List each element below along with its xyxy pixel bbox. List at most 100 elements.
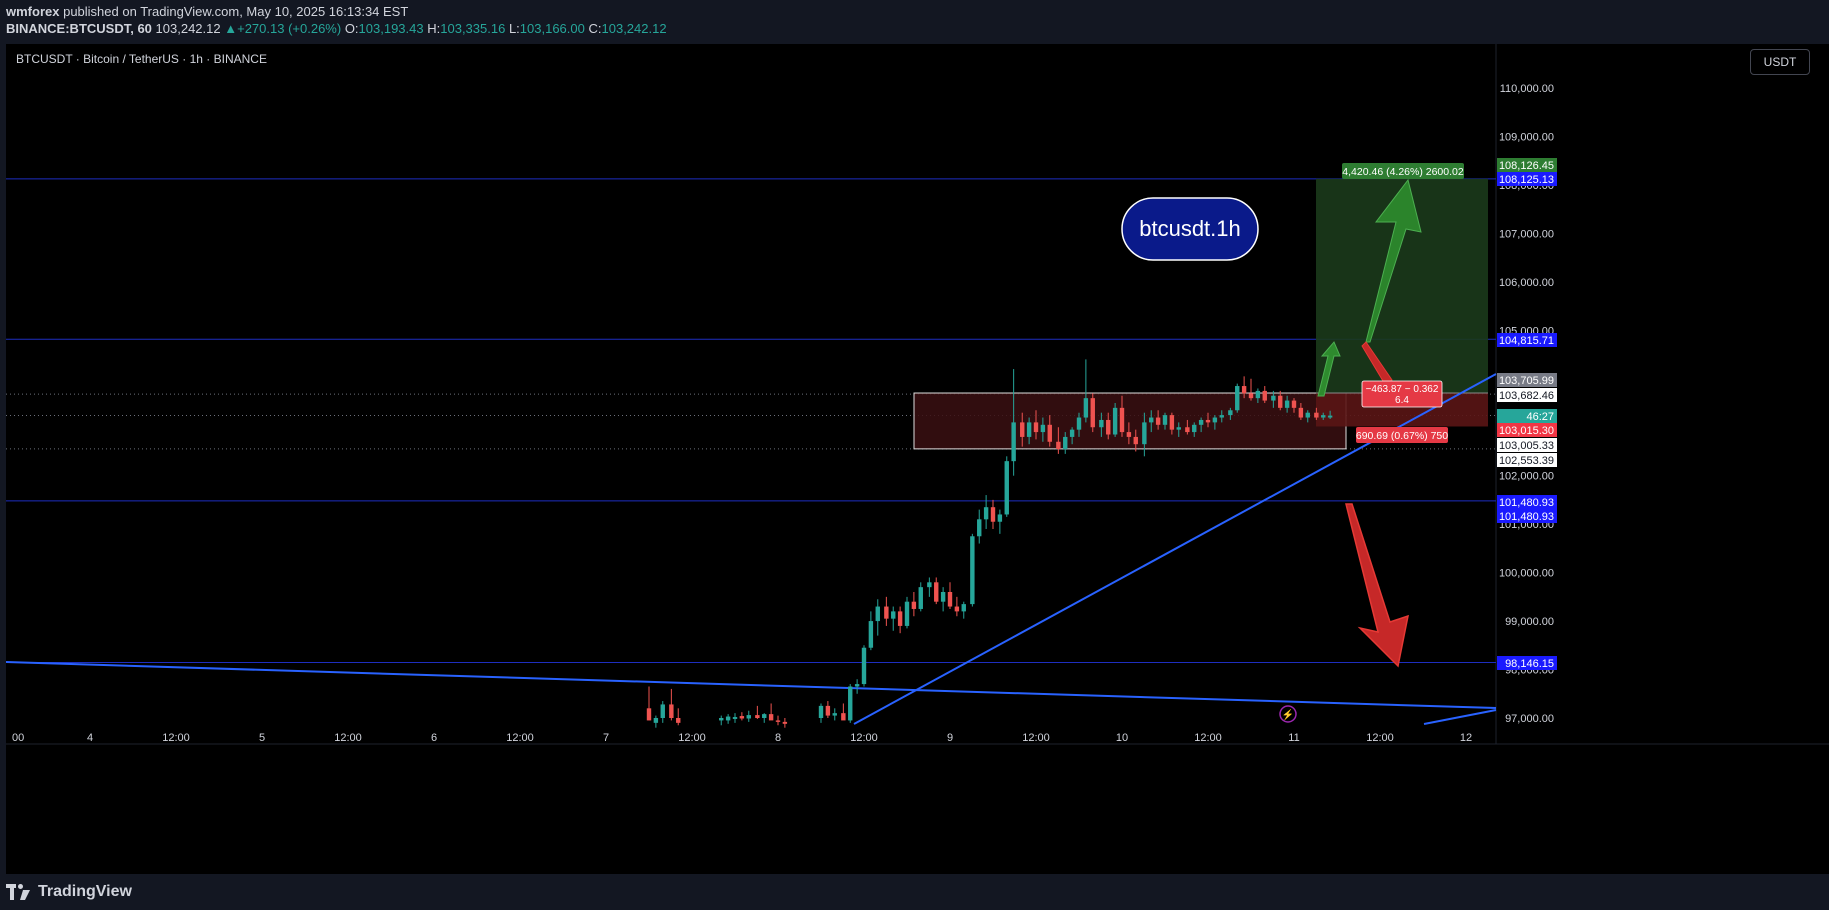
- candle: [1255, 388, 1261, 403]
- y-tick-label: 106,000.00: [1499, 277, 1554, 289]
- candle: [1219, 410, 1224, 423]
- price-label: 101,480.93: [1497, 509, 1557, 523]
- consolidation-box: [913, 392, 1347, 450]
- author-name[interactable]: wmforex: [6, 4, 60, 19]
- small-green-arrow: [1317, 341, 1341, 397]
- candle-body: [940, 592, 946, 602]
- price-label: 104,815.71: [1497, 333, 1557, 347]
- lightning-glyph: ⚡: [1282, 708, 1294, 721]
- candle: [927, 577, 932, 597]
- candle-body: [983, 507, 989, 520]
- candle: [1063, 432, 1068, 454]
- candle-body: [1314, 412, 1319, 418]
- tradingview-logo-icon: [6, 884, 32, 900]
- candle-body: [1176, 427, 1181, 430]
- candle: [660, 701, 665, 723]
- candle: [1020, 412, 1025, 447]
- candle: [990, 499, 996, 529]
- price-label-text: 46:27: [1526, 411, 1554, 423]
- x-tick-label: 12:00: [506, 732, 534, 744]
- published-line: wmforex published on TradingView.com, Ma…: [6, 4, 408, 19]
- candle-body: [676, 718, 681, 723]
- candle: [676, 708, 681, 726]
- tradingview-logo[interactable]: TradingView: [6, 883, 132, 901]
- price-chart[interactable]: btcusdt.1h 4,420.46 (4.26%) 2600.02 690.69…: [6, 44, 1829, 874]
- candle-body: [1106, 419, 1111, 435]
- y-tick-label: 109,000.00: [1499, 131, 1554, 143]
- low-value: 103,166.00: [519, 21, 585, 36]
- candle: [1076, 412, 1082, 437]
- trendline-segment: [1423, 709, 1497, 725]
- price-label-text: 108,126.45: [1499, 160, 1554, 172]
- candle-body: [653, 718, 659, 723]
- candle: [918, 582, 923, 612]
- chart-area[interactable]: btcusdt.1h 4,420.46 (4.26%) 2600.02 690.69…: [6, 44, 1829, 874]
- candle: [1176, 422, 1181, 437]
- pnl-label-line2: 6.4: [1395, 395, 1409, 406]
- candle-body: [1056, 441, 1061, 450]
- lightning-icon: [1279, 705, 1297, 723]
- candle-body: [1076, 417, 1082, 430]
- candle-body: [954, 606, 960, 612]
- candle: [841, 703, 846, 721]
- candle: [762, 713, 767, 723]
- candle: [904, 596, 910, 629]
- candle-body: [918, 587, 923, 609]
- candle: [1262, 386, 1267, 403]
- candle-body: [1090, 398, 1095, 428]
- candle-body: [934, 582, 939, 602]
- x-tick-label: 12:00: [334, 732, 362, 744]
- candle-body: [1011, 422, 1016, 462]
- footer-bar: TradingView: [0, 874, 1829, 910]
- y-tick-label: 99,000.00: [1505, 616, 1554, 628]
- candle-body: [904, 601, 910, 626]
- candle-body: [841, 713, 846, 721]
- pnl-label-bg: [1361, 380, 1443, 408]
- candle-body: [762, 714, 767, 718]
- close-label: C:: [588, 21, 602, 36]
- candle: [1278, 390, 1283, 411]
- candle-body: [990, 507, 996, 522]
- candle: [997, 509, 1003, 534]
- candle-body: [854, 684, 860, 687]
- x-tick-label: 12:00: [1022, 732, 1050, 744]
- candle: [875, 599, 880, 636]
- candle: [1162, 412, 1168, 430]
- price-label-text: 103,005.33: [1499, 440, 1554, 452]
- candle-body: [1327, 415, 1333, 418]
- candle: [1205, 412, 1211, 428]
- candle: [1155, 410, 1161, 430]
- x-tick-label: 11: [1288, 732, 1299, 744]
- candle-body: [1142, 422, 1147, 445]
- candle-body: [755, 715, 760, 718]
- price-label-bg: [1497, 409, 1557, 423]
- price-label-text: 103,705.99: [1499, 375, 1554, 387]
- price-label-bg: [1497, 172, 1557, 186]
- candle: [1069, 427, 1075, 445]
- x-tick-label: 7: [603, 732, 609, 744]
- candle-body: [660, 704, 665, 718]
- candle: [755, 705, 760, 719]
- candle: [1248, 378, 1254, 401]
- candle: [1119, 395, 1125, 437]
- y-tick-label: 110,000.00: [1500, 83, 1554, 95]
- candle: [1284, 395, 1290, 413]
- currency-button[interactable]: USDT: [1750, 49, 1810, 75]
- candle-body: [897, 611, 903, 626]
- price-label-text: 103,015.30: [1499, 425, 1554, 437]
- y-tick-label: 107,000.00: [1499, 228, 1554, 240]
- price-change: +270.13 (+0.26%): [237, 21, 342, 36]
- candle: [1169, 412, 1175, 435]
- candle-body: [1063, 436, 1068, 450]
- price-label-bg: [1497, 656, 1557, 670]
- candle-body: [1321, 415, 1326, 418]
- candle: [961, 601, 966, 619]
- candle-body: [977, 519, 982, 537]
- candle-body: [782, 721, 788, 724]
- price-label: 98,146.15: [1497, 656, 1557, 670]
- publication-header: wmforex published on TradingView.com, Ma…: [0, 0, 1829, 44]
- candle-body: [739, 716, 745, 719]
- candle: [854, 679, 860, 694]
- candle: [947, 582, 953, 609]
- candle-body: [884, 606, 889, 619]
